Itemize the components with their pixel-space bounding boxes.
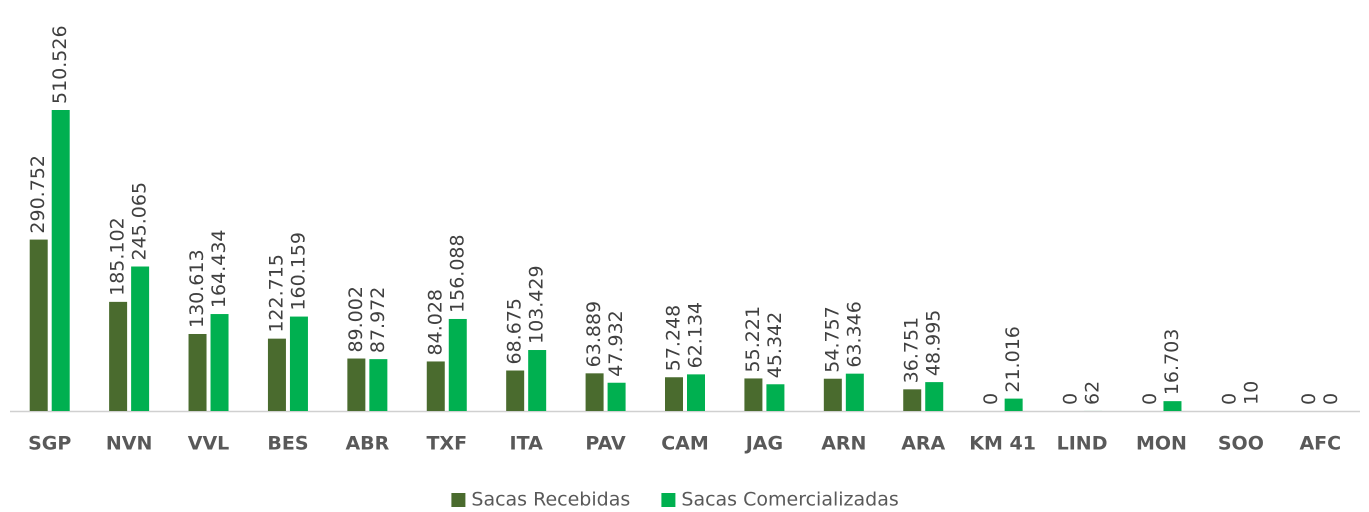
legend-label: Sacas Recebidas <box>471 489 630 511</box>
bar <box>585 373 604 411</box>
bar <box>448 318 467 411</box>
data-label: 185.102 <box>107 217 129 296</box>
x-tick-label: BES <box>267 433 308 455</box>
data-label: 10 <box>1240 381 1262 405</box>
data-label: 84.028 <box>424 289 446 355</box>
data-label: 0 <box>1060 393 1082 405</box>
data-label: 68.675 <box>504 298 526 364</box>
data-label: 87.972 <box>367 287 389 353</box>
x-tick-label: PAV <box>585 433 626 455</box>
legend-label: Sacas Comercializadas <box>681 489 898 511</box>
bar <box>51 110 70 411</box>
bar <box>188 333 207 411</box>
bar <box>1004 398 1023 411</box>
x-tick-label: MON <box>1136 433 1187 455</box>
x-tick-label: ARN <box>821 433 866 455</box>
data-label: 122.715 <box>265 254 287 333</box>
bar <box>766 384 785 411</box>
data-label: 62.134 <box>685 302 707 368</box>
data-label: 48.995 <box>923 310 945 376</box>
data-label: 21.016 <box>1002 326 1024 392</box>
data-label: 0 <box>980 393 1002 405</box>
bar <box>903 389 922 411</box>
bar <box>267 338 286 411</box>
data-label: 63.889 <box>583 301 605 367</box>
bar <box>369 359 388 411</box>
data-label: 45.342 <box>764 312 786 378</box>
x-tick-label: SOO <box>1218 433 1264 455</box>
x-tick-label: CAM <box>661 433 709 455</box>
x-tick-label: ITA <box>510 433 544 455</box>
data-label: 245.065 <box>129 182 151 261</box>
bar <box>1163 401 1182 411</box>
bar <box>131 266 150 411</box>
bar <box>687 374 705 411</box>
data-label: 510.526 <box>49 25 71 104</box>
data-label: 0 <box>1139 393 1161 405</box>
x-tick-label: TXF <box>426 433 467 455</box>
bar <box>29 239 48 411</box>
data-label: 0 <box>1218 393 1240 405</box>
x-tick-label: AFC <box>1299 433 1341 455</box>
x-tick-label: VVL <box>188 433 230 455</box>
bar <box>665 377 683 411</box>
legend-swatch <box>451 493 466 507</box>
data-label: 89.002 <box>345 286 367 352</box>
bar <box>506 370 525 411</box>
data-label: 57.248 <box>663 305 685 371</box>
data-label: 130.613 <box>186 249 208 328</box>
x-tick-label: SGP <box>28 433 71 455</box>
x-tick-label: ARA <box>901 433 945 455</box>
bar <box>845 373 864 411</box>
legend-swatch <box>661 493 676 507</box>
data-label: 54.757 <box>821 306 843 372</box>
data-label: 0 <box>1298 393 1320 405</box>
data-label: 55.221 <box>742 306 764 372</box>
bar <box>347 358 366 411</box>
x-tick-label: NVN <box>106 433 153 455</box>
x-tick-label: ABR <box>345 433 389 455</box>
data-label: 160.159 <box>287 232 309 311</box>
x-tick-label: JAG <box>744 433 783 455</box>
data-label: 103.429 <box>526 265 548 344</box>
data-label: 0 <box>1320 393 1342 405</box>
bar <box>607 382 626 411</box>
data-label: 16.703 <box>1161 329 1183 395</box>
data-label: 156.088 <box>446 234 468 313</box>
data-label: 36.751 <box>901 317 923 383</box>
bar <box>744 378 763 411</box>
data-label: 63.346 <box>843 301 865 367</box>
bar <box>210 314 229 411</box>
x-tick-label: LIND <box>1057 433 1108 455</box>
bar <box>823 378 842 411</box>
bar <box>289 316 308 411</box>
bar <box>925 382 944 411</box>
x-tick-label: KM 41 <box>969 433 1036 455</box>
data-label: 164.434 <box>208 229 230 308</box>
bar <box>426 361 445 411</box>
bar <box>528 350 547 411</box>
bar <box>109 301 128 411</box>
data-label: 290.752 <box>27 155 49 234</box>
data-label: 47.932 <box>605 310 627 376</box>
data-label: 62 <box>1082 381 1104 405</box>
